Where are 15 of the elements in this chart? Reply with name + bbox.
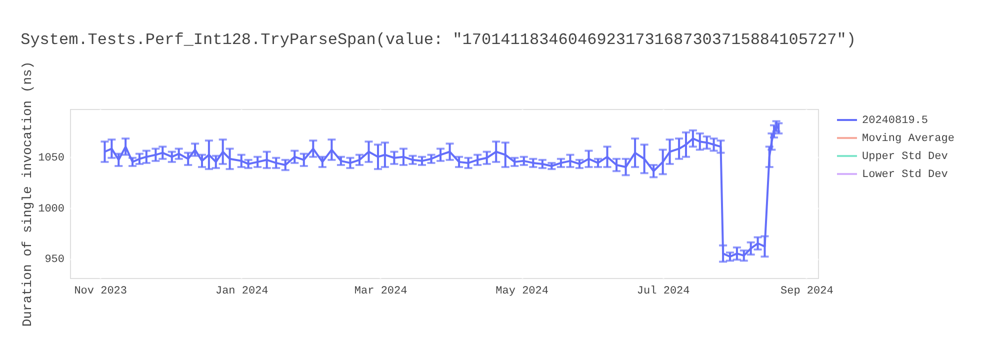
y-tick-label: 1050 — [38, 152, 64, 164]
legend-label: Moving Average — [862, 133, 954, 145]
x-tick-label: May 2024 — [496, 286, 549, 298]
y-tick-label: 950 — [44, 254, 64, 266]
y-tick-label: 1000 — [38, 203, 64, 216]
x-tick-label: Mar 2024 — [354, 286, 408, 298]
x-tick-label: Jan 2024 — [215, 286, 269, 298]
x-tick-label: Jul 2024 — [636, 286, 690, 298]
legend-label: 20240819.5 — [862, 115, 928, 127]
legend-label: Upper Std Dev — [862, 151, 948, 163]
legend-label: Lower Std Dev — [862, 169, 948, 181]
chart-title: System.Tests.Perf_Int128.TryParseSpan(value: "170141183460469231731687303715884105727") — [20, 30, 856, 49]
x-tick-label: Nov 2023 — [74, 286, 128, 298]
x-tick-label: Sep 2024 — [780, 286, 834, 298]
y-axis-title: Duration of single invocation (ns) — [20, 61, 36, 327]
